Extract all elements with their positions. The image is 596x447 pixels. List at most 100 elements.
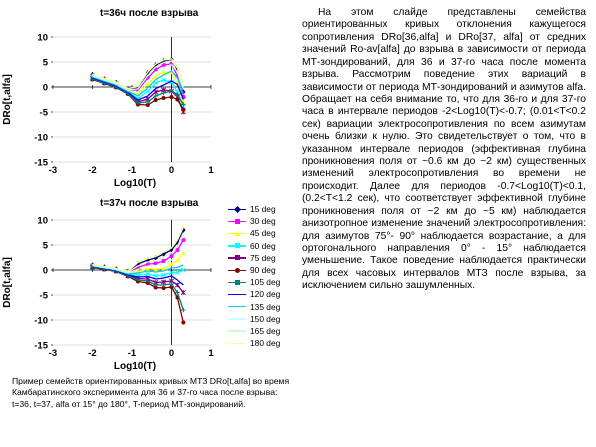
legend-swatch (228, 340, 246, 347)
legend-label: 165 deg (250, 325, 281, 336)
data-point (168, 269, 175, 276)
series-line (92, 63, 184, 93)
legend-item: 45 deg (228, 227, 294, 239)
x-axis-label: Log10(T) (114, 361, 156, 372)
data-point (136, 88, 140, 92)
data-point (161, 90, 166, 96)
legend-label: 15 deg (250, 204, 276, 215)
data-point (145, 88, 151, 95)
x-tick-label: -1 (128, 165, 137, 176)
data-point (135, 100, 141, 106)
data-point (153, 282, 158, 288)
series-9 (92, 70, 184, 97)
x-tick-label: 1 (208, 348, 214, 359)
data-point (161, 69, 166, 75)
data-point (153, 93, 158, 99)
data-point (174, 269, 180, 276)
y-tick-label: 10 (37, 33, 48, 44)
data-point (153, 273, 159, 279)
series-8 (92, 77, 184, 101)
y-tick-label: 5 (43, 241, 49, 252)
legend-swatch (228, 230, 246, 237)
legend-item: 165 deg (228, 325, 294, 337)
data-point (180, 289, 186, 296)
legend-marker (235, 218, 240, 224)
x-tick-label: -3 (49, 165, 57, 176)
legend-line (228, 318, 246, 320)
data-point (181, 107, 186, 112)
legend-label: 135 deg (250, 301, 281, 312)
data-point (153, 261, 158, 266)
data-point (181, 320, 186, 325)
legend-label: 60 deg (250, 240, 276, 251)
data-point (145, 81, 150, 87)
data-point (145, 271, 151, 277)
data-point (161, 251, 166, 257)
series-line (92, 227, 184, 272)
series-line (92, 58, 184, 90)
series-7 (90, 76, 186, 107)
legend-label: 90 deg (250, 265, 276, 276)
data-point (153, 73, 158, 79)
series-12 (92, 227, 184, 272)
y-tick-label: -15 (34, 341, 48, 352)
legend-item: 105 deg (228, 276, 294, 288)
chart-title-37: t=37ч после взрыва (100, 198, 199, 209)
data-point (169, 88, 174, 94)
series-10 (92, 63, 184, 93)
legend-swatch (228, 218, 246, 225)
legend-label: 120 deg (250, 289, 281, 300)
legend-item: 90 deg (228, 264, 294, 276)
data-point (135, 277, 141, 283)
data-point (153, 285, 158, 290)
y-tick-label: -10 (34, 316, 48, 327)
legend-marker (235, 279, 240, 285)
legend-label: 30 deg (250, 216, 276, 227)
data-point (169, 281, 174, 287)
legend-item: 135 deg (228, 301, 294, 313)
legend-swatch (228, 279, 246, 286)
series-11 (92, 60, 184, 91)
data-point (161, 259, 166, 263)
data-point (180, 267, 186, 273)
legend-swatch (228, 315, 246, 322)
data-point (175, 290, 180, 295)
data-point (169, 261, 174, 267)
x-tick-label: 1 (208, 165, 214, 176)
legend-swatch (228, 254, 246, 261)
data-point (161, 266, 166, 271)
y-axis-label: DRo[t,alfa] (2, 74, 13, 125)
x-tick-label: -3 (49, 348, 57, 359)
data-point (181, 250, 186, 255)
legend-line (228, 330, 246, 332)
y-tick-label: 0 (43, 266, 48, 277)
x-tick-label: -2 (88, 348, 96, 359)
data-point (169, 95, 174, 99)
y-tick-label: 0 (43, 83, 48, 94)
legend-swatch (228, 291, 246, 298)
data-point (145, 266, 150, 271)
data-point (181, 238, 186, 242)
data-point (175, 257, 180, 263)
legend-marker (233, 205, 242, 213)
legend-label: 105 deg (250, 277, 281, 288)
legend-item: 60 deg (228, 240, 294, 252)
legend-swatch (228, 205, 246, 213)
chart-title-36: t=36ч после взрыва (100, 8, 199, 19)
legend-line (228, 293, 246, 296)
data-point (145, 103, 150, 107)
legend-line (228, 342, 246, 345)
data-point (174, 282, 180, 288)
data-point (145, 99, 150, 105)
data-point (161, 77, 167, 83)
data-point (136, 265, 140, 270)
data-point (175, 97, 180, 102)
legend-swatch (228, 327, 246, 334)
data-point (175, 248, 180, 252)
data-point (161, 286, 166, 290)
legend-label: 75 deg (250, 252, 276, 263)
legend-item: 120 deg (228, 288, 294, 300)
data-point (153, 267, 158, 272)
